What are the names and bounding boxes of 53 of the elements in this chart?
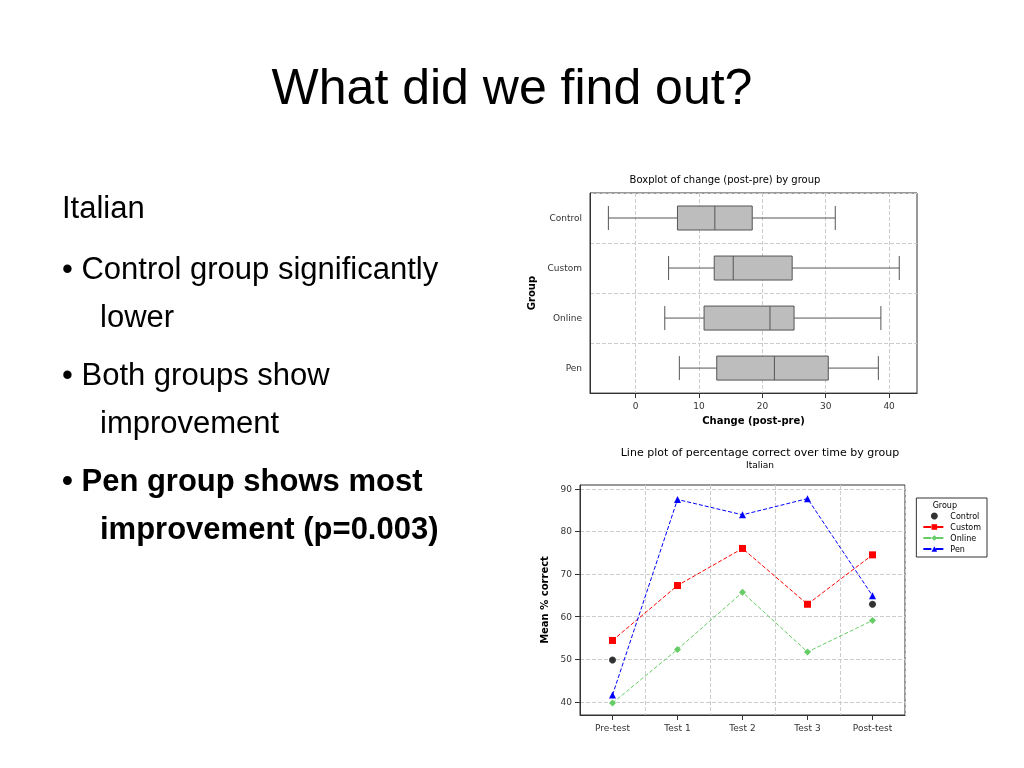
- y-tick-label: 50: [560, 654, 573, 665]
- x-tick-label: Post-test: [852, 722, 893, 733]
- text: • Both groups show improvement: [62, 356, 331, 442]
- point: [609, 656, 616, 664]
- y-tick-label: Custom: [547, 263, 582, 274]
- point: [804, 600, 811, 608]
- y-tick-label: 40: [560, 696, 573, 707]
- y-tick-label: 90: [560, 483, 573, 494]
- point: [609, 636, 616, 644]
- y-tick-label: 60: [560, 611, 573, 622]
- point: [869, 592, 876, 600]
- y-axis-title: Mean % correct: [539, 555, 551, 644]
- legend-label: Pen: [950, 544, 965, 554]
- point: [674, 495, 681, 503]
- x-tick-label: 40: [883, 400, 896, 411]
- point: [674, 645, 681, 653]
- y-tick-label: Pen: [565, 363, 582, 374]
- point: [609, 691, 616, 699]
- point: [674, 582, 681, 590]
- point: [804, 495, 811, 503]
- text: • Pen group shows most improvement (p=0.003): [62, 462, 440, 548]
- point: [739, 544, 746, 552]
- point: [869, 616, 876, 624]
- chart-subtitle: Italian: [746, 459, 774, 470]
- x-tick-label: 20: [756, 400, 769, 411]
- legend-label: Control: [950, 511, 980, 521]
- legend-title: Group: [932, 500, 957, 510]
- x-axis-title: Change (post-pre): [702, 414, 805, 426]
- x-tick-label: Pre-test: [595, 722, 631, 733]
- y-axis-title: Group: [526, 275, 538, 311]
- y-tick-label: 70: [560, 569, 573, 580]
- legend-label: Online: [950, 533, 977, 543]
- point: [869, 551, 876, 559]
- point: [739, 588, 746, 596]
- text: Italian: [62, 190, 145, 226]
- y-tick-label: 80: [560, 526, 573, 537]
- text: • Control group significantly lower: [62, 250, 440, 336]
- y-tick-label: Online: [552, 313, 583, 324]
- x-tick-label: 0: [632, 400, 639, 411]
- chart-title: Boxplot of change (post-pre) by group: [629, 173, 821, 185]
- point: [869, 600, 876, 608]
- x-tick-label: Test 3: [793, 722, 821, 733]
- point: [609, 699, 616, 707]
- x-tick-label: Test 2: [728, 722, 756, 733]
- x-tick-label: 30: [820, 400, 832, 411]
- point: [804, 648, 811, 656]
- legend-label: Custom: [950, 522, 982, 532]
- point: [739, 511, 746, 519]
- x-tick-label: Test 1: [663, 722, 691, 733]
- y-tick-label: Control: [549, 213, 582, 224]
- chart-title: Line plot of percentage correct over time by group: [620, 446, 900, 459]
- text: What did we find out?: [270, 58, 754, 116]
- x-tick-label: 10: [693, 400, 705, 411]
